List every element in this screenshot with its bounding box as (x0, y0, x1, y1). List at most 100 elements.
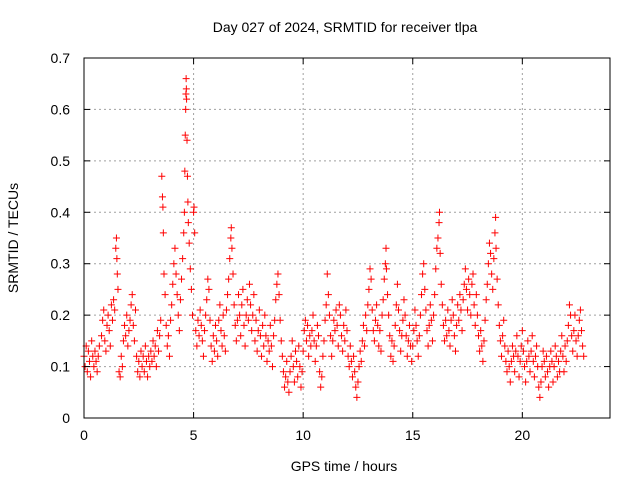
data-point (111, 306, 119, 314)
data-point (129, 321, 137, 329)
y-tick-labels: 0 0.1 0.2 0.3 0.4 0.5 0.6 0.7 (51, 50, 71, 426)
data-point (282, 373, 290, 381)
chart-title: Day 027 of 2024, SRMTID for receiver tlp… (213, 19, 478, 35)
data-point (228, 244, 236, 252)
data-point (327, 332, 335, 340)
data-point (108, 316, 116, 324)
data-point (279, 368, 287, 376)
data-point (174, 311, 182, 319)
data-point (118, 363, 126, 371)
y-tick-label: 0.7 (51, 50, 71, 66)
grid-lines (84, 58, 610, 418)
data-point (561, 342, 569, 350)
data-point (374, 321, 382, 329)
data-point (264, 337, 272, 345)
data-point (153, 327, 161, 335)
data-point (503, 368, 511, 376)
data-point (180, 229, 188, 237)
data-point (387, 352, 395, 360)
data-point (235, 291, 243, 299)
data-point (116, 373, 124, 381)
x-tick-labels: 0 5 10 15 20 (80, 427, 530, 443)
y-axis-label: SRMTID / TECUs (5, 183, 21, 293)
data-point (381, 260, 389, 268)
data-point (203, 296, 211, 304)
data-point (405, 321, 413, 329)
data-point (504, 347, 512, 355)
data-point (403, 352, 411, 360)
data-point (255, 306, 263, 314)
data-point (239, 285, 247, 293)
data-point (471, 321, 479, 329)
data-point (357, 357, 365, 365)
data-point (399, 316, 407, 324)
data-point (252, 316, 260, 324)
data-point (391, 321, 399, 329)
data-point (173, 291, 181, 299)
data-point (183, 136, 191, 144)
data-point (100, 306, 108, 314)
data-point (431, 291, 439, 299)
data-point (423, 327, 431, 335)
data-point (517, 342, 525, 350)
y-tick-label: 0.3 (51, 256, 71, 272)
data-point (576, 306, 584, 314)
data-point (313, 321, 321, 329)
data-point (233, 316, 241, 324)
data-point (317, 383, 325, 391)
data-point (390, 342, 398, 350)
data-point (158, 193, 166, 201)
data-point (319, 352, 327, 360)
data-point (253, 347, 261, 355)
data-point (421, 285, 429, 293)
data-point (446, 342, 454, 350)
data-point (295, 342, 303, 350)
data-point (347, 357, 355, 365)
data-point (248, 327, 256, 335)
data-point (170, 260, 178, 268)
data-point (441, 337, 449, 345)
data-point (270, 332, 278, 340)
data-point (418, 291, 426, 299)
data-point (558, 332, 566, 340)
data-point (540, 357, 548, 365)
data-point (226, 255, 234, 263)
data-point (181, 167, 189, 175)
data-point (273, 280, 281, 288)
data-point (168, 301, 176, 309)
data-point (395, 306, 403, 314)
data-point (542, 352, 550, 360)
data-point (455, 316, 463, 324)
data-point (467, 311, 475, 319)
data-point (393, 280, 401, 288)
data-point (568, 332, 576, 340)
data-point (104, 311, 112, 319)
data-point (473, 311, 481, 319)
data-point (350, 352, 358, 360)
y-tick-label: 0.4 (51, 204, 71, 220)
data-point (102, 347, 110, 355)
data-point (278, 352, 286, 360)
data-point (439, 321, 447, 329)
data-point (186, 265, 194, 273)
data-point (342, 306, 350, 314)
data-point (466, 291, 474, 299)
data-point (187, 285, 195, 293)
data-point (124, 342, 132, 350)
data-point (247, 301, 255, 309)
data-point (432, 265, 440, 273)
data-point (210, 347, 218, 355)
data-point (128, 291, 136, 299)
data-point (460, 280, 468, 288)
data-point (364, 301, 372, 309)
data-point (557, 347, 565, 355)
data-point (579, 342, 587, 350)
data-point (445, 327, 453, 335)
data-point (505, 363, 513, 371)
data-point (575, 316, 583, 324)
data-point (182, 105, 190, 113)
data-point (195, 332, 203, 340)
data-point (320, 337, 328, 345)
data-point (245, 280, 253, 288)
data-point (472, 291, 480, 299)
